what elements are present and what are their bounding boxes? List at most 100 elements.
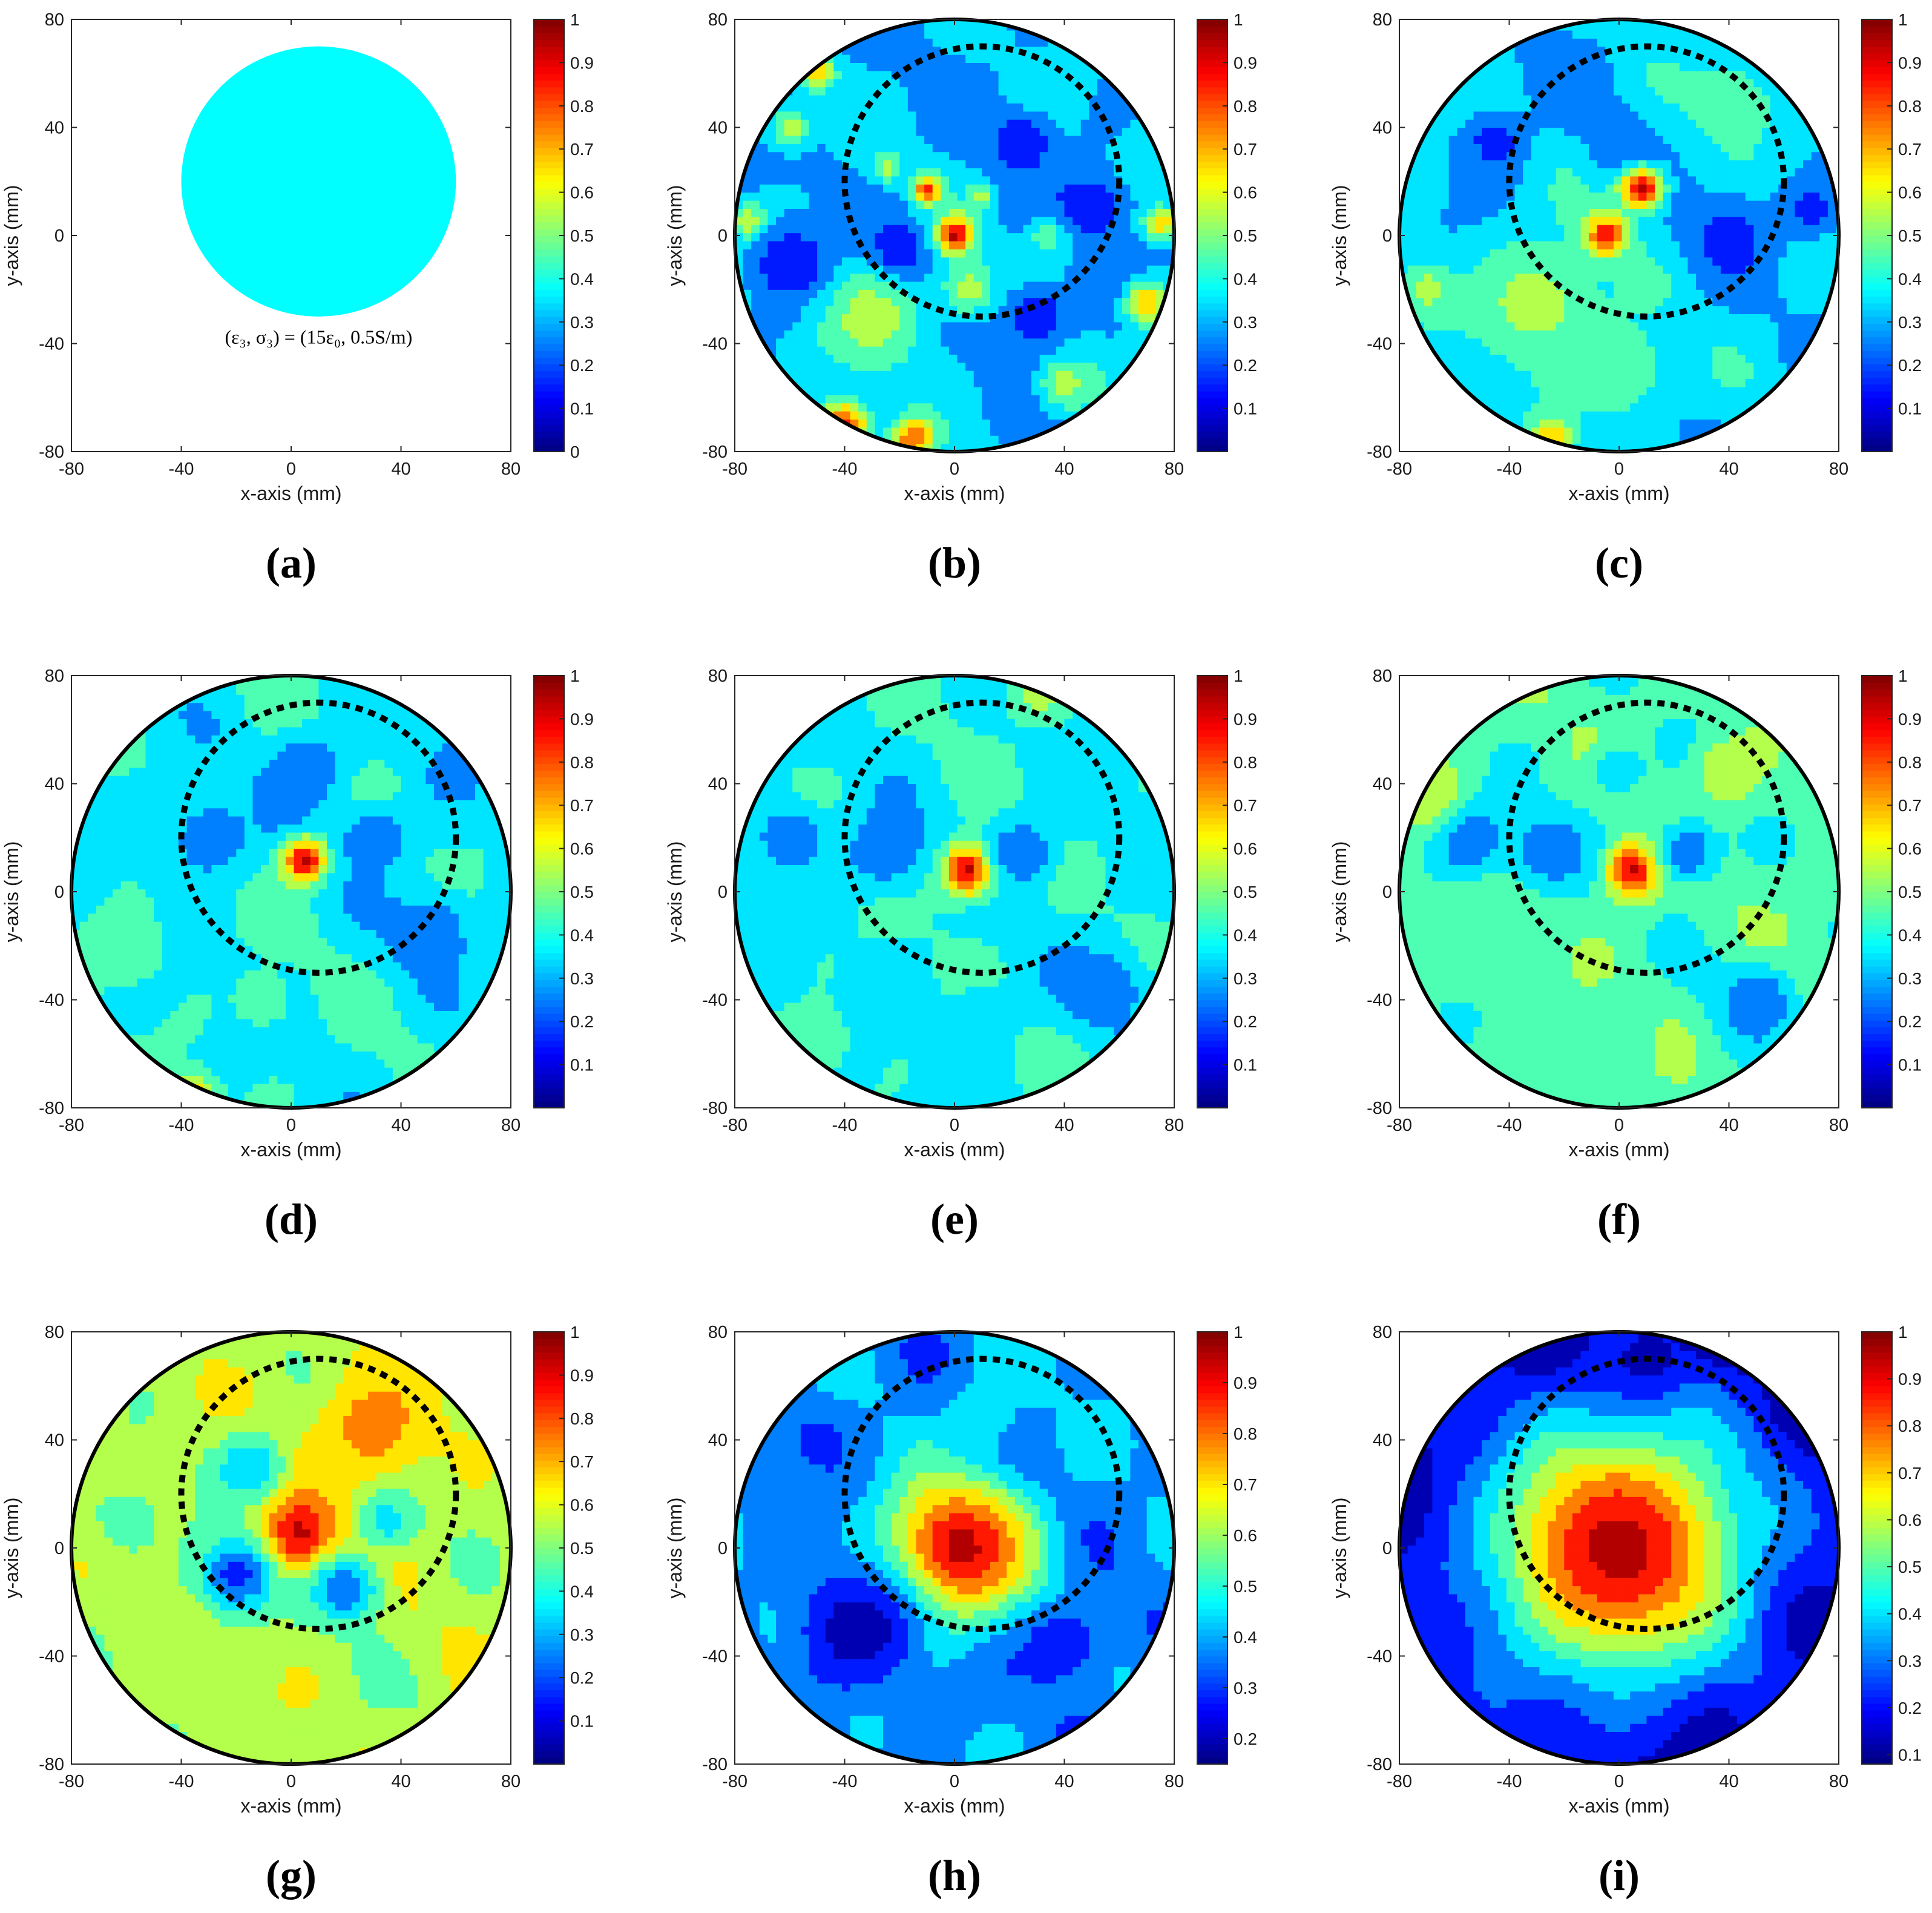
field-cell	[899, 338, 908, 347]
field-cell	[1564, 70, 1573, 79]
field-cell	[1737, 184, 1746, 193]
field-cell	[1105, 184, 1114, 193]
field-cell	[1023, 419, 1032, 428]
field-cell	[1564, 362, 1573, 371]
field-cell	[1795, 297, 1804, 306]
field-cell	[1548, 54, 1557, 63]
field-cell	[1130, 330, 1139, 339]
field-cell	[767, 160, 777, 169]
field-cell	[1770, 240, 1779, 249]
field-cell	[1663, 62, 1672, 71]
field-cell	[941, 289, 950, 298]
field-cell	[1490, 143, 1499, 153]
field-cell	[825, 135, 834, 144]
field-cell	[1523, 281, 1532, 290]
field-cell	[1523, 184, 1532, 193]
field-cell	[1056, 306, 1065, 315]
field-cell	[1089, 330, 1098, 339]
field-cell	[858, 370, 867, 380]
field-cell	[941, 314, 950, 323]
field-cell	[1663, 176, 1672, 185]
field-cell	[1687, 232, 1697, 242]
field-cell	[973, 225, 982, 234]
field-cell	[1539, 338, 1548, 347]
field-cell	[1770, 297, 1779, 306]
field-cell	[1654, 346, 1664, 355]
colorbar-segment	[1197, 370, 1227, 378]
field-cell	[1679, 314, 1689, 323]
field-cell	[990, 103, 999, 112]
field-cell	[1778, 330, 1787, 339]
field-cell	[1630, 62, 1639, 71]
colorbar-segment	[534, 390, 564, 398]
colorbar-segment	[1197, 100, 1227, 108]
field-cell	[899, 314, 908, 323]
field-cell	[1114, 94, 1123, 104]
field-cell	[907, 346, 917, 355]
field-cell	[1580, 249, 1589, 258]
field-cell	[875, 54, 884, 63]
field-cell	[883, 127, 892, 136]
field-cell	[1564, 103, 1573, 112]
field-cell	[990, 346, 999, 355]
field-cell	[1506, 378, 1516, 387]
field-cell	[751, 281, 760, 290]
colorbar-segment	[534, 228, 564, 236]
field-cell	[825, 338, 834, 347]
field-cell	[1064, 386, 1073, 395]
field-cell	[1432, 168, 1441, 177]
field-cell	[1737, 386, 1746, 395]
field-cell	[1506, 370, 1516, 380]
field-cell	[1473, 289, 1482, 298]
field-cell	[1597, 419, 1606, 428]
field-cell	[1778, 143, 1787, 153]
field-cell	[1613, 127, 1623, 136]
colorbar-segment	[1197, 147, 1227, 155]
field-cell	[1761, 297, 1771, 306]
field-cell	[883, 87, 892, 96]
field-cell	[800, 127, 810, 136]
field-cell	[1663, 87, 1672, 96]
field-cell	[1638, 289, 1647, 298]
field-cell	[875, 386, 884, 395]
field-cell	[1539, 395, 1548, 404]
field-cell	[1056, 297, 1065, 306]
field-cell	[1531, 314, 1540, 323]
field-cell	[948, 192, 958, 201]
field-cell	[1687, 395, 1697, 404]
field-cell	[858, 127, 867, 136]
field-cell	[1663, 119, 1672, 128]
field-cell	[1589, 103, 1598, 112]
field-cell	[1023, 257, 1032, 266]
field-cell	[800, 297, 810, 306]
field-cell	[1638, 273, 1647, 282]
field-cell	[990, 362, 999, 371]
field-cell	[982, 370, 991, 380]
field-cell	[1827, 240, 1837, 249]
field-cell	[1729, 273, 1738, 282]
colorbar-segment	[1197, 255, 1227, 263]
field-cell	[1687, 386, 1697, 395]
field-cell	[1473, 208, 1482, 217]
field-cell	[957, 273, 966, 282]
field-cell	[1671, 192, 1680, 201]
field-cell	[817, 289, 826, 298]
field-cell	[1498, 281, 1507, 290]
field-cell	[1064, 176, 1073, 185]
field-cell	[899, 257, 908, 266]
field-cell	[1031, 151, 1040, 160]
field-cell	[1597, 79, 1606, 88]
field-cell	[1622, 168, 1631, 177]
field-cell	[990, 192, 999, 201]
field-cell	[1761, 281, 1771, 290]
field-cell	[1803, 216, 1812, 225]
field-cell	[1073, 143, 1082, 153]
field-cell	[1556, 79, 1565, 88]
field-cell	[883, 257, 892, 266]
colorbar-segment	[534, 377, 564, 385]
field-cell	[1498, 216, 1507, 225]
field-cell	[1490, 314, 1499, 323]
field-cell	[866, 346, 876, 355]
field-cell	[1663, 297, 1672, 306]
field-cell	[899, 79, 908, 88]
